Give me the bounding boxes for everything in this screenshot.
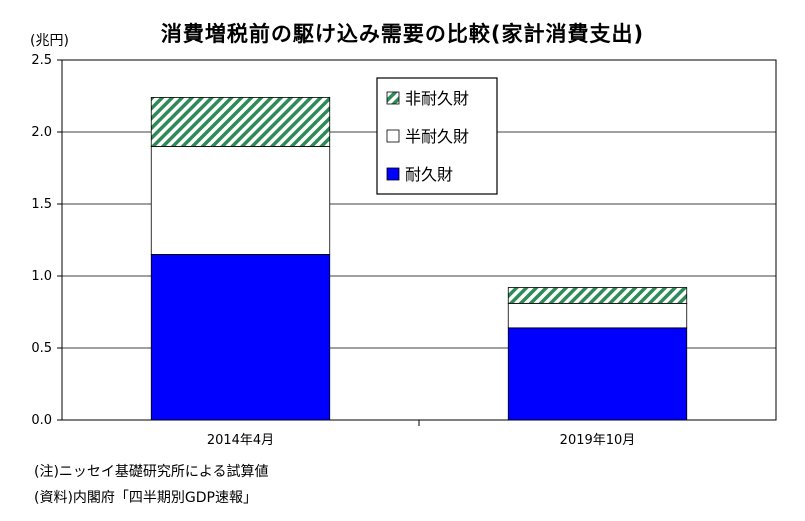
chart-title: 消費増税前の駆け込み需要の比較(家計消費支出) bbox=[160, 22, 645, 46]
y-tick-label: 2.0 bbox=[31, 125, 52, 140]
legend-swatch bbox=[386, 129, 400, 143]
legend-swatch bbox=[386, 167, 400, 181]
bar-segment bbox=[150, 145, 331, 255]
y-tick-label: 0.0 bbox=[31, 413, 52, 428]
bar-segment bbox=[150, 253, 331, 421]
bar-segment bbox=[507, 302, 688, 329]
footnote-note: (注)ニッセイ基礎研究所による試算値 bbox=[34, 464, 269, 480]
bar-segment bbox=[507, 327, 688, 421]
legend-label: 耐久財 bbox=[405, 165, 453, 184]
x-tick-label: 2019年10月 bbox=[560, 433, 636, 448]
bar-segment bbox=[507, 287, 688, 304]
bar-segment bbox=[150, 97, 331, 147]
footnote-source: (資料)内閣府「四半期別GDP速報」 bbox=[34, 490, 257, 506]
y-tick-label: 1.0 bbox=[31, 269, 52, 284]
y-tick-label: 2.5 bbox=[31, 53, 52, 68]
legend-swatch bbox=[386, 91, 400, 105]
legend-label: 非耐久財 bbox=[405, 89, 469, 108]
y-axis-unit-label: (兆円) bbox=[30, 33, 69, 49]
axes: 0.0 0.5 1.0 1.5 2.0 2.5 2014年4月 2019年10月 bbox=[31, 53, 777, 448]
y-tick-label: 1.5 bbox=[31, 197, 52, 212]
x-tick-label: 2014年4月 bbox=[207, 433, 274, 448]
y-tick-label: 0.5 bbox=[31, 341, 52, 356]
bars bbox=[150, 97, 688, 421]
legend-label: 半耐久財 bbox=[405, 127, 469, 146]
